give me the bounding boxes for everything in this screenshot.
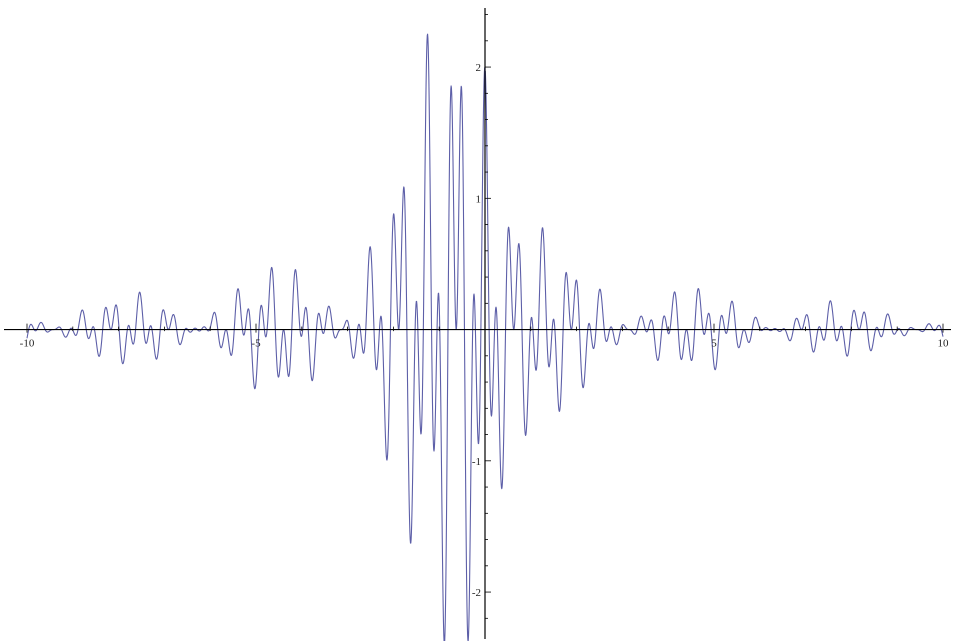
x-tick-label: -5: [251, 338, 261, 350]
x-tick-label: 5: [711, 338, 717, 350]
y-tick-label: -1: [472, 456, 481, 468]
series-curve: [26, 33, 944, 641]
x-tick-label: 10: [938, 338, 950, 350]
y-tick-label: -2: [472, 587, 481, 599]
y-tick-label: 2: [476, 62, 482, 74]
curve-layer: [26, 33, 944, 641]
axes-layer: -10 -5 5 10 -2 -1 1 2: [4, 8, 951, 639]
x-tick-label: -10: [20, 338, 35, 350]
y-tick-label: 1: [476, 193, 482, 205]
